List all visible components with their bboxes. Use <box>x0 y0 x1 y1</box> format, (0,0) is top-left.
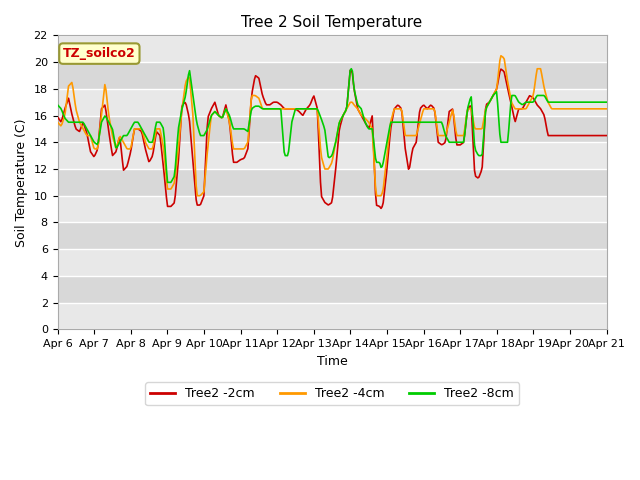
Tree2 -4cm <box>319 159 326 165</box>
Y-axis label: Soil Temperature (C): Soil Temperature (C) <box>15 118 28 247</box>
Tree2 -8cm <box>383 142 390 147</box>
Line: Tree2 -2cm: Tree2 -2cm <box>58 69 607 208</box>
Tree2 -8cm <box>603 99 611 105</box>
Tree2 -2cm <box>377 205 385 211</box>
Tree2 -8cm <box>353 98 361 104</box>
Tree2 -2cm <box>54 114 61 120</box>
Tree2 -2cm <box>592 132 600 138</box>
Bar <box>58 116 607 142</box>
Tree2 -8cm <box>348 66 355 72</box>
X-axis label: Time: Time <box>317 355 348 368</box>
Bar <box>58 89 607 116</box>
Bar <box>58 249 607 276</box>
Tree2 -8cm <box>592 99 600 105</box>
Bar <box>58 196 607 222</box>
Tree2 -4cm <box>506 90 513 96</box>
Tree2 -2cm <box>603 132 611 138</box>
Tree2 -4cm <box>352 104 360 109</box>
Tree2 -4cm <box>603 106 611 112</box>
Tree2 -2cm <box>381 180 389 186</box>
Tree2 -8cm <box>506 114 513 120</box>
Bar <box>58 302 607 329</box>
Tree2 -4cm <box>54 120 61 125</box>
Bar <box>58 276 607 302</box>
Tree2 -4cm <box>497 53 505 59</box>
Tree2 -8cm <box>316 111 323 117</box>
Line: Tree2 -4cm: Tree2 -4cm <box>58 56 607 196</box>
Text: TZ_soilco2: TZ_soilco2 <box>63 47 136 60</box>
Tree2 -2cm <box>351 89 358 95</box>
Line: Tree2 -8cm: Tree2 -8cm <box>58 69 607 182</box>
Tree2 -2cm <box>506 95 513 100</box>
Tree2 -8cm <box>319 120 326 126</box>
Tree2 -2cm <box>497 66 505 72</box>
Bar <box>58 142 607 169</box>
Tree2 -4cm <box>592 106 600 112</box>
Tree2 -2cm <box>317 194 325 200</box>
Tree2 -8cm <box>164 180 172 185</box>
Tree2 -8cm <box>54 102 61 108</box>
Tree2 -4cm <box>193 193 201 199</box>
Tree2 -2cm <box>314 127 322 133</box>
Bar <box>58 169 607 196</box>
Bar <box>58 36 607 62</box>
Bar <box>58 222 607 249</box>
Tree2 -4cm <box>316 132 323 137</box>
Title: Tree 2 Soil Temperature: Tree 2 Soil Temperature <box>241 15 422 30</box>
Tree2 -4cm <box>381 167 389 172</box>
Legend: Tree2 -2cm, Tree2 -4cm, Tree2 -8cm: Tree2 -2cm, Tree2 -4cm, Tree2 -8cm <box>145 383 519 406</box>
Bar <box>58 62 607 89</box>
